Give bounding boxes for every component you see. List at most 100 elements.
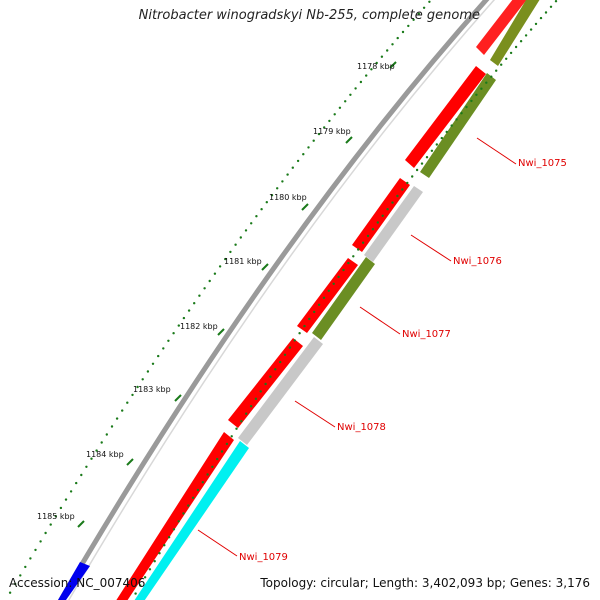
scale-dot bbox=[24, 565, 27, 569]
scale-dot bbox=[49, 523, 52, 526]
scale-dot bbox=[279, 360, 282, 364]
scale-dot bbox=[417, 12, 420, 15]
scale-dot bbox=[146, 370, 150, 373]
scale-dot bbox=[34, 548, 37, 552]
scale-dot bbox=[420, 162, 424, 165]
scale-dot bbox=[95, 449, 98, 452]
scale-dot bbox=[422, 6, 426, 9]
gene-block-reverse[interactable] bbox=[420, 73, 496, 178]
scale-dot bbox=[302, 153, 305, 156]
scale-dot bbox=[90, 457, 93, 460]
scale-dot bbox=[193, 302, 196, 305]
gene-block-reverse[interactable] bbox=[490, 0, 542, 66]
scale-dot bbox=[406, 181, 409, 185]
scale-dot bbox=[39, 540, 42, 543]
scale-dot bbox=[182, 512, 185, 515]
scale-dot bbox=[220, 450, 224, 453]
tick-label: 1180 kbp bbox=[269, 193, 307, 202]
scale-dot bbox=[131, 393, 134, 397]
scale-dot bbox=[250, 222, 253, 225]
gene-label-nwi-1078[interactable]: Nwi_1078 bbox=[337, 422, 386, 433]
gene-block-reverse[interactable] bbox=[128, 441, 249, 600]
scale-dot bbox=[172, 332, 175, 335]
scale-dot bbox=[519, 40, 523, 43]
scale-dot bbox=[126, 401, 129, 404]
gene-label-nwi-1079[interactable]: Nwi_1079 bbox=[239, 552, 288, 563]
scale-dot bbox=[259, 390, 262, 393]
gene-block-forward[interactable] bbox=[405, 66, 486, 168]
tick-mark bbox=[301, 203, 309, 211]
scale-dot bbox=[151, 362, 155, 365]
scale-dot bbox=[396, 36, 399, 40]
scale-dot bbox=[317, 303, 321, 306]
scale-dot bbox=[415, 168, 419, 172]
scale-dot bbox=[333, 113, 336, 116]
scale-dot bbox=[354, 87, 357, 90]
scale-dot bbox=[255, 215, 258, 218]
scale-dot bbox=[396, 194, 399, 198]
gene-block-forward[interactable] bbox=[297, 258, 358, 333]
gene-labels: Nwi_1075 Nwi_1076 Nwi_1077 Nwi_1078 Nwi_… bbox=[197, 137, 567, 563]
scale-dot bbox=[328, 119, 331, 123]
scale-dot bbox=[435, 143, 438, 146]
scale-dot bbox=[465, 105, 468, 109]
scale-dot bbox=[455, 118, 458, 121]
scale-dot bbox=[201, 481, 204, 484]
scale-dot bbox=[514, 45, 518, 49]
scale-dot bbox=[505, 57, 508, 60]
scale-dot bbox=[337, 275, 340, 279]
scale-dot bbox=[172, 528, 176, 531]
scale-dot bbox=[366, 234, 370, 238]
scale-dot bbox=[450, 124, 453, 127]
scale-dot bbox=[182, 316, 186, 320]
gene-leader-line bbox=[410, 234, 452, 262]
gene-label-nwi-1075[interactable]: Nwi_1075 bbox=[518, 158, 567, 169]
scale-dot bbox=[509, 51, 513, 55]
tick-mark bbox=[345, 136, 353, 144]
scale-dot bbox=[136, 385, 139, 389]
scale-dot bbox=[312, 139, 315, 142]
gene-block-forward[interactable] bbox=[352, 178, 410, 252]
gene-block-blue[interactable] bbox=[58, 562, 90, 600]
gene-label-nwi-1077[interactable]: Nwi_1077 bbox=[402, 329, 451, 340]
scale-dot bbox=[391, 201, 394, 204]
scale-dot bbox=[276, 187, 279, 190]
tick-label: 1178 kbp bbox=[357, 62, 395, 71]
scale-dot bbox=[100, 441, 103, 444]
scale-dot bbox=[359, 80, 363, 84]
scale-dot bbox=[445, 130, 448, 134]
gene-block-forward[interactable] bbox=[110, 432, 234, 600]
scale-dot bbox=[244, 229, 248, 232]
gene-block-reverse[interactable] bbox=[238, 337, 323, 445]
gene-block-reverse[interactable] bbox=[364, 186, 423, 262]
scale-dot bbox=[187, 504, 190, 507]
scale-dot bbox=[167, 339, 170, 342]
scale-dots bbox=[8, 0, 431, 594]
scale-dot bbox=[229, 250, 232, 254]
gene-label-nwi-1076[interactable]: Nwi_1076 bbox=[453, 256, 502, 267]
gene-block-reverse[interactable] bbox=[312, 257, 375, 340]
scale-dot bbox=[239, 236, 242, 239]
gene-block-forward[interactable] bbox=[476, 0, 528, 55]
tick-mark bbox=[126, 458, 134, 466]
scale-dot bbox=[430, 149, 434, 152]
scale-dot bbox=[386, 208, 389, 211]
scale-dot bbox=[80, 473, 83, 477]
scale-dot bbox=[298, 332, 301, 335]
scale-dot bbox=[206, 473, 209, 476]
scale-dot bbox=[371, 228, 375, 231]
scale-dot bbox=[29, 557, 32, 560]
reverse-strand bbox=[128, 0, 542, 600]
scale-dot bbox=[480, 87, 483, 90]
scale-dot bbox=[534, 22, 538, 26]
tick-mark bbox=[174, 394, 182, 402]
tick-label: 1183 kbp bbox=[133, 385, 171, 394]
scale-dot bbox=[264, 382, 267, 386]
scale-dot bbox=[308, 317, 311, 321]
scale-dot bbox=[293, 339, 296, 342]
scale-dot bbox=[134, 592, 137, 595]
scale-dot bbox=[141, 378, 144, 381]
scale-dot bbox=[365, 74, 368, 77]
scale-dot bbox=[198, 294, 201, 297]
